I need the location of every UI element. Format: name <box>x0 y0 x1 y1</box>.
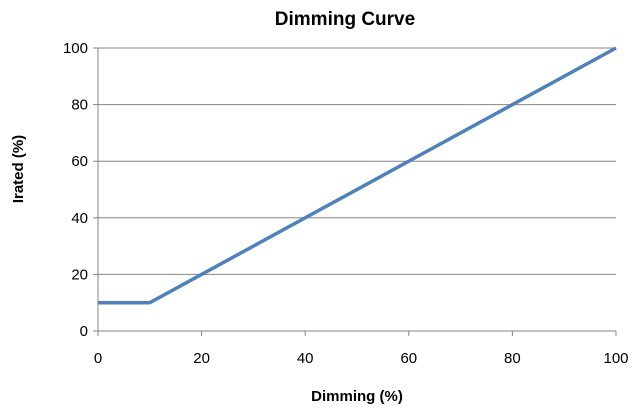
y-tick-label: 80 <box>71 97 88 114</box>
y-axis-label: Irated (%) <box>10 135 27 203</box>
y-tick-label: 100 <box>63 40 88 57</box>
series-line-0 <box>98 46 617 305</box>
x-tick-label: 0 <box>94 350 102 367</box>
x-tick-label: 60 <box>400 350 417 367</box>
chart-title: Dimming Curve <box>275 9 415 30</box>
x-tick-label: 20 <box>193 350 210 367</box>
y-tick-label: 60 <box>71 153 88 170</box>
y-tick-label: 0 <box>80 323 88 340</box>
x-tick-label: 100 <box>603 350 628 367</box>
x-tick-label: 80 <box>504 350 521 367</box>
series-group <box>98 46 617 305</box>
y-tick-label: 40 <box>71 210 88 227</box>
y-tick-label: 20 <box>71 266 88 283</box>
axes <box>93 47 617 336</box>
x-tick-labels: 0 20 40 60 80 100 <box>94 350 629 367</box>
x-tick-label: 40 <box>297 350 314 367</box>
y-tick-labels: 0 20 40 60 80 100 <box>63 40 88 340</box>
x-axis-label: Dimming (%) <box>311 388 403 405</box>
gridlines <box>98 47 616 275</box>
